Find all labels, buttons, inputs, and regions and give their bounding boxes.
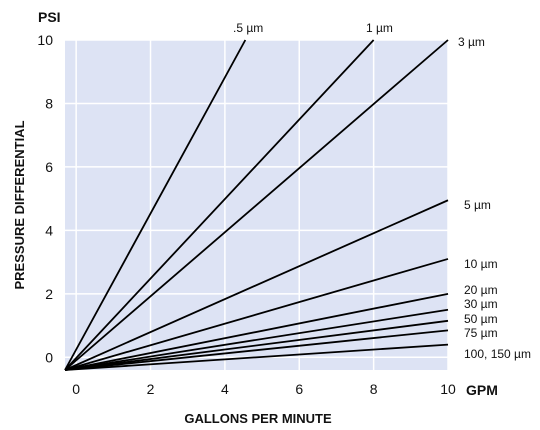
series-label: 3 µm [458, 35, 485, 49]
x-tick-label: 4 [221, 381, 229, 397]
y-tick-label: 10 [37, 32, 53, 48]
y-tick-label: 4 [45, 222, 53, 238]
x-tick-label: 10 [440, 381, 456, 397]
series-line-1 [64, 39, 375, 371]
x-tick-label: 0 [72, 381, 80, 397]
y-tick-label: 6 [45, 159, 53, 175]
y-unit-label: PSI [38, 9, 61, 25]
x-unit-label: GPM [466, 382, 498, 398]
series-label: 10 µm [464, 257, 498, 271]
grid [65, 39, 449, 370]
y-tick-label: 8 [45, 95, 53, 111]
series-label: 30 µm [464, 297, 498, 311]
series-line-3 [64, 199, 449, 371]
x-tick-label: 8 [370, 381, 378, 397]
series-line-6 [64, 308, 449, 371]
series-line-9 [64, 343, 449, 371]
series-line-7 [64, 319, 449, 371]
series-lines [64, 39, 449, 371]
series-label: 75 µm [464, 326, 498, 340]
series-line-0 [64, 39, 247, 371]
series-line-4 [64, 258, 449, 371]
series-label: 5 µm [464, 198, 491, 212]
series-label: 20 µm [464, 283, 498, 297]
series-label: 100, 150 µm [464, 347, 531, 361]
y-tick-label: 0 [45, 349, 53, 365]
x-tick-label: 6 [295, 381, 303, 397]
x-axis-title: GALLONS PER MINUTE [184, 411, 332, 426]
series-label: 50 µm [464, 312, 498, 326]
series-label: .5 µm [233, 21, 263, 35]
tick-labels: 0 2 4 6 8 10 0 2 4 6 8 10 [37, 32, 456, 397]
series-line-2 [64, 39, 449, 371]
series-line-8 [64, 329, 449, 371]
y-tick-label: 2 [45, 286, 53, 302]
y-axis-title: PRESSURE DIFFERENTIAL [12, 120, 27, 289]
series-label: 1 µm [366, 21, 393, 35]
series-line-5 [64, 292, 449, 371]
x-tick-label: 2 [147, 381, 155, 397]
